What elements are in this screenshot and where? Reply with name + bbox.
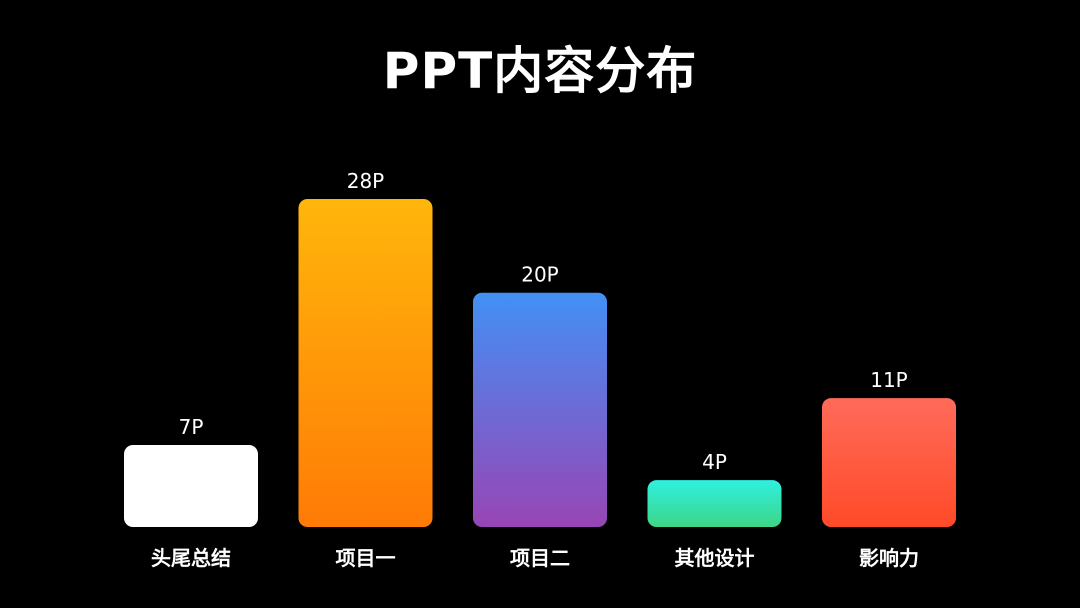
bar-2 bbox=[298, 199, 433, 527]
bar-value-label: 4P bbox=[702, 450, 727, 474]
bar-value-label: 7P bbox=[179, 415, 204, 439]
bar-1 bbox=[124, 445, 258, 527]
category-label: 头尾总结 bbox=[151, 546, 231, 570]
chart-title: PPT内容分布 bbox=[382, 42, 698, 100]
bar-value-label: 11P bbox=[870, 368, 908, 392]
category-label: 其他设计 bbox=[675, 546, 755, 570]
category-label: 项目一 bbox=[336, 546, 396, 570]
category-label: 项目二 bbox=[510, 546, 570, 570]
category-label: 影响力 bbox=[859, 546, 919, 570]
bar-5 bbox=[822, 398, 956, 527]
bar-4 bbox=[647, 480, 782, 527]
bar-3 bbox=[473, 292, 607, 527]
bar-value-label: 20P bbox=[521, 263, 559, 287]
bar-value-label: 28P bbox=[347, 169, 385, 193]
